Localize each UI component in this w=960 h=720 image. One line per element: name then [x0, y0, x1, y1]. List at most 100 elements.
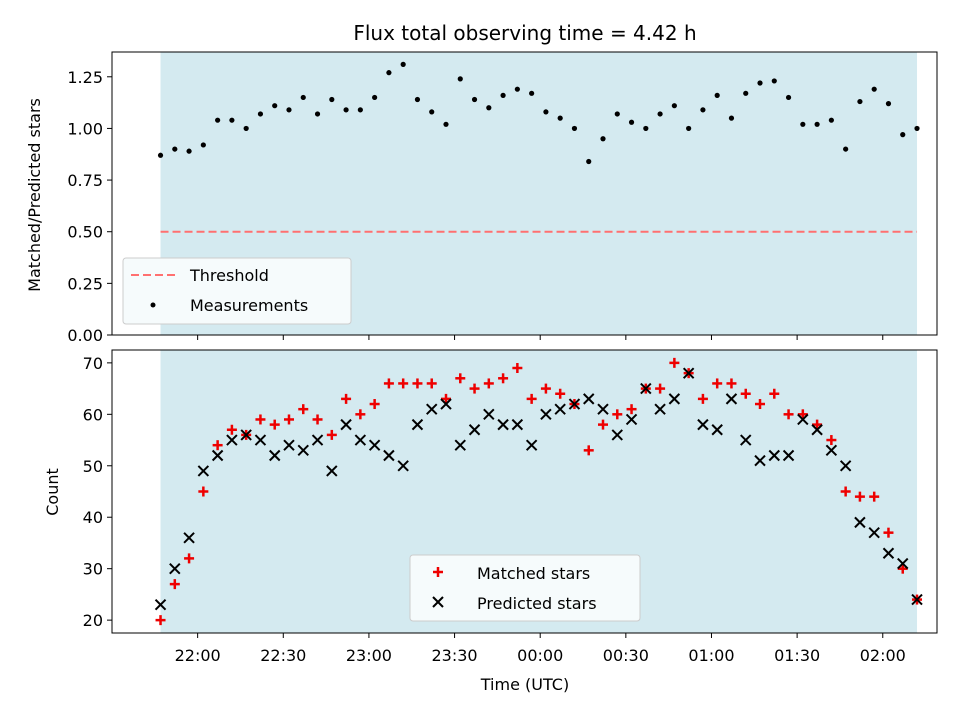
measurement-point	[643, 125, 649, 132]
matched-star-point	[255, 414, 266, 425]
predicted-star-point	[825, 444, 838, 457]
y-tick-label: 0.50	[67, 223, 103, 242]
matched-star-point	[312, 414, 323, 425]
predicted-star-point	[782, 449, 795, 462]
measurement-point	[429, 109, 435, 115]
predicted-star-point	[483, 408, 495, 421]
measurement-point	[200, 142, 206, 148]
top-legend: Threshold Measurements	[122, 257, 352, 325]
legend-matched-label: Matched stars	[477, 564, 590, 583]
matched-star-point	[897, 563, 908, 574]
matched-star-point	[697, 393, 708, 404]
measurement-point	[457, 76, 463, 82]
matched-star-point	[498, 373, 509, 384]
matched-star-point	[226, 424, 237, 435]
predicted-star-point	[811, 424, 823, 436]
measurement-point	[571, 125, 578, 132]
measurement-point	[243, 125, 249, 132]
y-tick-label: 0.25	[67, 274, 103, 293]
top-y-axis-label: Matched/Predicted stars	[25, 98, 44, 292]
predicted-star-point	[297, 444, 309, 457]
predicted-star-point	[854, 516, 866, 529]
matched-star-point	[583, 445, 594, 456]
measurement-point	[857, 98, 863, 105]
measurement-point	[700, 107, 706, 113]
x-tick-label: 01:00	[688, 646, 734, 665]
measurement-point	[600, 136, 606, 142]
matched-star-point	[826, 435, 837, 446]
predicted-star-point	[797, 413, 809, 426]
measurement-point	[843, 146, 849, 152]
matched-star-point	[169, 579, 180, 590]
measurement-point	[871, 86, 877, 92]
measurement-point	[728, 115, 735, 121]
matched-star-point	[184, 553, 195, 564]
matched-star-point	[540, 383, 551, 394]
top-panel: 0.00 0.25 0.50 0.75 1.00 1.25 Matched/Predict…	[25, 51, 938, 345]
predicted-star-point	[426, 403, 438, 415]
measurement-point	[486, 105, 492, 111]
matched-star-point	[669, 357, 680, 368]
matched-star-point	[155, 615, 166, 626]
matched-star-point	[883, 527, 894, 538]
matched-star-point	[412, 378, 423, 389]
measurement-points	[157, 61, 920, 165]
measurement-point	[286, 107, 292, 113]
matched-star-point	[383, 378, 394, 389]
measurement-point	[743, 90, 749, 96]
matched-star-point	[755, 399, 766, 410]
predicted-star-point	[183, 532, 195, 544]
matched-star-point	[598, 419, 609, 430]
matched-star-point	[769, 388, 780, 399]
bottom-legend-box	[409, 554, 641, 622]
measurement-point	[543, 109, 549, 115]
predicted-star-point	[568, 398, 581, 410]
matched-star-point	[212, 440, 223, 451]
measurement-point	[300, 94, 306, 101]
legend-predicted-swatch	[432, 596, 444, 608]
measurement-point	[828, 117, 834, 123]
measurement-point	[443, 121, 449, 127]
predicted-star-point	[625, 413, 638, 426]
predicted-star-point	[754, 454, 766, 467]
matched-star-point	[455, 373, 466, 384]
predicted-star-point	[497, 418, 509, 431]
predicted-star-point	[868, 526, 880, 539]
measurement-point	[785, 94, 792, 101]
predicted-star-point	[597, 403, 609, 415]
y-tick-label: 70	[83, 354, 103, 373]
measurement-point	[372, 94, 378, 101]
predicted-star-point	[283, 439, 295, 451]
measurement-point	[914, 125, 920, 132]
measurement-point	[671, 103, 677, 109]
predicted-star-point	[682, 367, 695, 379]
predicted-star-point	[154, 598, 167, 611]
measurement-point	[500, 92, 506, 98]
matched-star-point	[812, 419, 823, 430]
measurement-point	[157, 152, 164, 158]
x-tick-label: 22:30	[260, 646, 306, 665]
measurement-point	[514, 86, 520, 92]
bottom-x-ticks: 22:00 22:30 23:00 23:30 00:00 00:30 01:00 01:30…	[175, 633, 906, 665]
measurement-point	[686, 125, 692, 132]
measurement-point	[414, 96, 421, 103]
measurement-point	[343, 107, 349, 113]
top-legend-box	[122, 257, 352, 325]
matched-star-point	[726, 378, 737, 389]
y-tick-label: 20	[83, 611, 103, 630]
matched-star-point	[369, 399, 380, 410]
measurement-point	[628, 119, 635, 125]
matched-star-point	[341, 393, 352, 404]
legend-threshold-label: Threshold	[189, 266, 269, 285]
matched-star-point	[740, 388, 751, 399]
matched-star-point	[612, 409, 623, 420]
predicted-star-point	[768, 449, 780, 462]
measurement-point	[586, 158, 592, 165]
predicted-star-point	[211, 449, 224, 462]
predicted-star-point	[525, 439, 538, 451]
matched-star-point	[298, 404, 309, 415]
measurement-point	[229, 117, 235, 123]
matched-star-point	[198, 486, 209, 497]
predicted-star-point	[668, 393, 681, 405]
predicted-star-point	[897, 557, 909, 570]
